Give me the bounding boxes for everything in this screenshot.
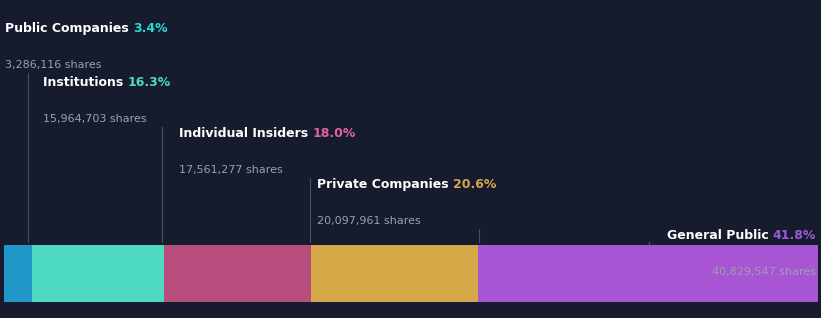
Text: Institutions: Institutions	[43, 76, 127, 89]
Text: 40,829,547 shares: 40,829,547 shares	[712, 267, 816, 277]
Text: Private Companies: Private Companies	[317, 178, 453, 191]
Bar	[310, 245, 478, 302]
Text: Individual Insiders: Individual Insiders	[179, 127, 313, 140]
Text: 3,286,116 shares: 3,286,116 shares	[5, 60, 102, 70]
Text: General Public: General Public	[667, 229, 773, 242]
Text: 17,561,277 shares: 17,561,277 shares	[179, 165, 282, 175]
Text: 15,964,703 shares: 15,964,703 shares	[43, 114, 146, 124]
Text: 3.4%: 3.4%	[133, 22, 167, 35]
Text: 41.8%: 41.8%	[773, 229, 816, 242]
Text: 20.6%: 20.6%	[453, 178, 496, 191]
Text: 16.3%: 16.3%	[127, 76, 171, 89]
Text: 20,097,961 shares: 20,097,961 shares	[317, 216, 420, 226]
Bar	[164, 245, 310, 302]
Text: 18.0%: 18.0%	[313, 127, 355, 140]
Bar	[4, 245, 32, 302]
Bar	[32, 245, 164, 302]
Bar	[478, 245, 818, 302]
Text: Public Companies: Public Companies	[5, 22, 133, 35]
